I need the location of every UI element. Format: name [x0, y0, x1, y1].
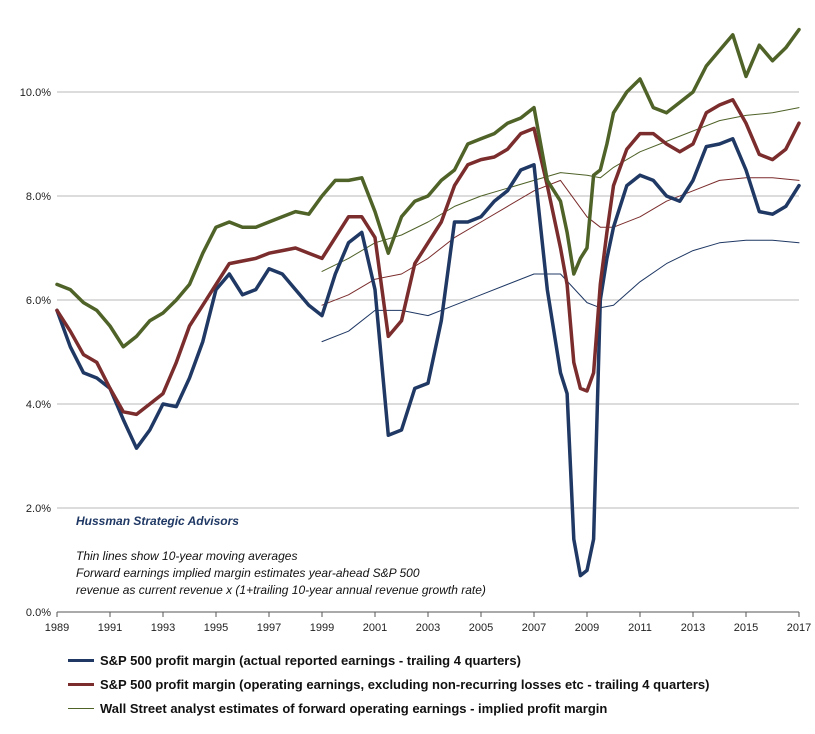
- x-tick-label: 2011: [628, 622, 652, 634]
- y-tick-label: 2.0%: [26, 503, 51, 515]
- series-line-2: [55, 27, 801, 349]
- x-tick-label: 1989: [45, 622, 69, 634]
- x-tick-label: 2001: [363, 622, 387, 634]
- y-tick-label: 8.0%: [26, 191, 51, 203]
- x-tick-label: 1991: [98, 622, 122, 634]
- x-tick-label: 2003: [416, 622, 440, 634]
- x-tick-label: 1999: [310, 622, 334, 634]
- legend: S&P 500 profit margin (actual reported e…: [68, 648, 709, 720]
- brand-annotation: Hussman Strategic Advisors: [76, 514, 239, 528]
- annotation-block: Hussman Strategic Advisors Thin lines sh…: [76, 514, 486, 597]
- legend-item-actual: S&P 500 profit margin (actual reported e…: [68, 648, 709, 672]
- profit-margin-chart: 1989 1991 1993 1995 1997 1999 2001 2003 2005 2007…: [20, 27, 811, 634]
- legend-item-forward: Wall Street analyst estimates of forward…: [68, 696, 709, 720]
- legend-label-actual: S&P 500 profit margin (actual reported e…: [100, 652, 521, 668]
- note-line-2: Forward earnings implied margin estimate…: [76, 566, 420, 580]
- y-tick-label: 6.0%: [26, 295, 51, 307]
- moving-average-line-5: [321, 107, 800, 272]
- legend-swatch-actual: [68, 658, 94, 662]
- legend-label-forward: Wall Street analyst estimates of forward…: [100, 700, 608, 716]
- y-axis-ticks: 0.0% 2.0% 4.0% 6.0% 8.0% 10.0%: [20, 87, 51, 619]
- legend-label-operating: S&P 500 profit margin (operating earning…: [100, 676, 710, 692]
- note-line-1: Thin lines show 10-year moving averages: [76, 549, 297, 563]
- series-line-1: [55, 98, 801, 417]
- gridlines: [57, 91, 799, 509]
- moving-average-line-4: [321, 177, 800, 306]
- x-axis-ticks: 1989 1991 1993 1995 1997 1999 2001 2003 2005 2007…: [45, 612, 811, 634]
- legend-swatch-forward: [68, 707, 94, 709]
- legend-item-operating: S&P 500 profit margin (operating earning…: [68, 672, 709, 696]
- x-tick-label: 2015: [734, 622, 758, 634]
- x-tick-label: 2005: [469, 622, 493, 634]
- y-tick-label: 0.0%: [26, 607, 51, 619]
- moving-average-line-3: [321, 239, 800, 343]
- x-tick-label: 2013: [681, 622, 705, 634]
- x-tick-label: 2009: [575, 622, 599, 634]
- y-tick-label: 4.0%: [26, 399, 51, 411]
- x-tick-label: 2017: [787, 622, 811, 634]
- note-line-3: revenue as current revenue x (1+trailing…: [76, 583, 486, 597]
- x-tick-label: 1997: [257, 622, 281, 634]
- x-tick-label: 1995: [204, 622, 228, 634]
- series-line-0: [55, 137, 801, 578]
- x-tick-label: 1993: [151, 622, 175, 634]
- series-lines: [55, 27, 801, 578]
- x-tick-label: 2007: [522, 622, 546, 634]
- y-tick-label: 10.0%: [20, 87, 51, 99]
- legend-swatch-operating: [68, 682, 94, 686]
